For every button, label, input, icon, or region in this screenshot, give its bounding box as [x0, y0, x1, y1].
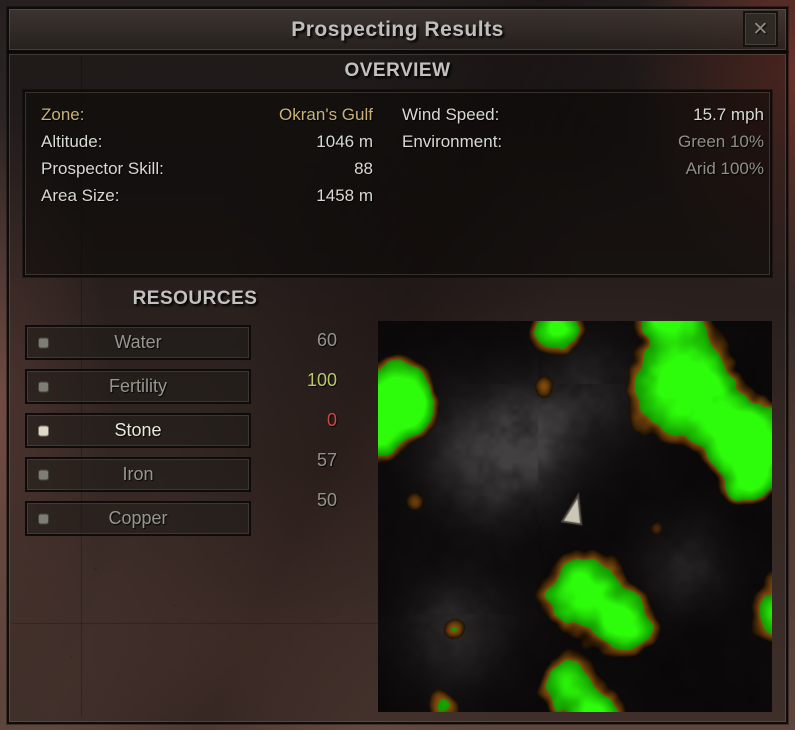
resource-button-list: Water Fertility Stone Iron Copper: [25, 325, 251, 545]
environment-green-value: Green 10%: [678, 132, 764, 151]
overview-left-column: Zone: Okran's Gulf Altitude: 1046 m Pros…: [41, 101, 373, 209]
prospector-skill-value: 88: [354, 159, 373, 178]
overview-row-zone: Zone: Okran's Gulf: [41, 101, 373, 128]
overview-box: Zone: Okran's Gulf Altitude: 1046 m Pros…: [23, 90, 772, 277]
zone-value: Okran's Gulf: [279, 105, 373, 124]
altitude-label: Altitude:: [41, 132, 103, 151]
resource-button-label: Copper: [108, 508, 168, 528]
zone-label: Zone:: [41, 105, 85, 124]
radio-dot-icon: [38, 337, 49, 348]
resources-header: RESOURCES: [132, 288, 258, 309]
overview-row-area-size: Area Size: 1458 m: [41, 182, 373, 209]
environment-label: Environment:: [402, 132, 503, 151]
prospector-skill-label: Prospector Skill:: [41, 159, 164, 178]
resource-button-label: Stone: [114, 420, 162, 440]
wind-speed-label: Wind Speed:: [402, 105, 500, 124]
wind-speed-value: 15.7 mph: [693, 105, 764, 124]
resource-button-label: Fertility: [109, 376, 167, 396]
resource-density-map[interactable]: [378, 321, 772, 712]
overview-row-environment-arid: Arid 100%: [402, 155, 764, 182]
area-size-value: 1458 m: [316, 186, 373, 205]
overview-row-prospector-skill: Prospector Skill: 88: [41, 155, 373, 182]
resource-value-stone: 0: [326, 410, 337, 430]
resource-button-fertility[interactable]: Fertility: [25, 369, 251, 404]
close-button[interactable]: ✕: [743, 11, 778, 47]
resource-button-label: Iron: [122, 464, 154, 484]
resource-value-iron: 57: [316, 450, 337, 470]
resource-button-copper[interactable]: Copper: [25, 501, 251, 536]
resource-value-copper: 50: [316, 490, 337, 510]
close-icon: ✕: [752, 18, 769, 40]
overview-row-altitude: Altitude: 1046 m: [41, 128, 373, 155]
resource-button-label: Water: [114, 332, 162, 352]
overview-header: OVERVIEW: [344, 60, 451, 81]
area-size-label: Area Size:: [41, 186, 120, 205]
title-bar[interactable]: Prospecting Results ✕: [7, 7, 788, 52]
resource-value-water: 60: [316, 330, 337, 350]
radio-dot-icon: [38, 469, 49, 480]
resource-value-list: 60 100 0 57 50: [255, 325, 337, 525]
resource-value-fertility: 100: [306, 370, 337, 390]
resource-button-water[interactable]: Water: [25, 325, 251, 360]
radio-dot-icon: [38, 425, 49, 436]
overview-right-column: Wind Speed: 15.7 mph Environment: Green …: [402, 101, 764, 182]
radio-dot-icon: [38, 381, 49, 392]
resource-button-stone[interactable]: Stone: [25, 413, 251, 448]
overview-row-environment: Environment: Green 10%: [402, 128, 764, 155]
resource-button-iron[interactable]: Iron: [25, 457, 251, 492]
environment-arid-value: Arid 100%: [685, 159, 764, 178]
window-title: Prospecting Results: [291, 17, 504, 41]
overview-row-wind-speed: Wind Speed: 15.7 mph: [402, 101, 764, 128]
radio-dot-icon: [38, 513, 49, 524]
altitude-value: 1046 m: [316, 132, 373, 151]
